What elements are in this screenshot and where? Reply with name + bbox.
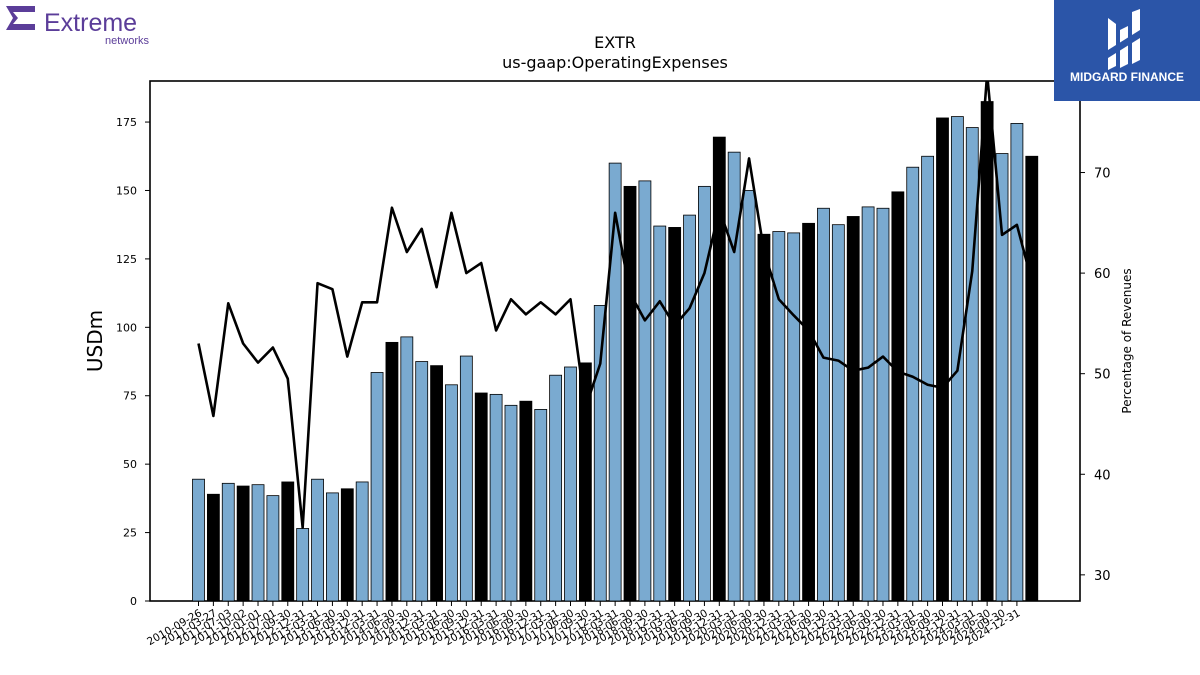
bar-quarter xyxy=(831,224,845,602)
y-tick-label: 125 xyxy=(116,253,137,266)
bar-quarter xyxy=(489,393,503,602)
right-axis: 30 40 50 60 70 xyxy=(1080,167,1111,584)
bar-quarter xyxy=(400,336,414,602)
left-axis: 0 25 50 75 100 125 150 175 xyxy=(116,116,150,608)
midgard-wordmark: MIDGARD FINANCE xyxy=(1070,70,1184,84)
bar-annual xyxy=(980,101,994,602)
bar-annual xyxy=(936,117,949,602)
bar-annual xyxy=(430,365,443,602)
y-tick-label: 50 xyxy=(123,458,137,471)
bar-quarter xyxy=(861,206,875,602)
bar-quarter xyxy=(683,214,696,602)
y-tick-label: 0 xyxy=(130,595,137,608)
y-tick-label: 25 xyxy=(123,527,137,540)
bar-quarter xyxy=(742,190,756,602)
bar-annual xyxy=(385,341,399,602)
midgard-mark-icon xyxy=(1108,9,1140,70)
y-tick-label: 175 xyxy=(116,116,137,129)
bar-annual xyxy=(519,400,533,602)
bar-quarter xyxy=(355,481,369,602)
brand-sub: networks xyxy=(105,35,150,47)
bar-annual xyxy=(891,191,905,602)
bar-quarter xyxy=(266,495,280,602)
midgard-finance-logo: MIDGARD FINANCE xyxy=(1054,0,1200,101)
bar-annual xyxy=(474,392,488,602)
bar-quarter xyxy=(817,207,830,602)
y-tick-label: 75 xyxy=(123,390,137,403)
y2-tick-label: 40 xyxy=(1094,468,1111,483)
bar-annual xyxy=(1025,155,1039,602)
bar-annual xyxy=(206,493,220,602)
bar-quarter xyxy=(564,366,577,602)
bar-annual xyxy=(236,485,250,602)
bar-quarter xyxy=(504,404,518,602)
y-axis-label: USDm xyxy=(83,310,107,372)
bar-annual xyxy=(846,216,860,602)
bar-quarter xyxy=(251,484,265,602)
x-axis: 2010-09-262011-03-272011-07-032011-10-02… xyxy=(145,601,1022,648)
y2-tick-label: 50 xyxy=(1094,368,1111,383)
bar-annual xyxy=(281,481,295,602)
bar-series xyxy=(192,101,1039,602)
chart-subtitle: us-gaap:OperatingExpenses xyxy=(502,53,728,72)
chart-title: EXTR xyxy=(594,33,636,52)
bar-quarter xyxy=(698,185,711,602)
bar-quarter xyxy=(296,528,310,602)
bar-annual xyxy=(712,136,726,602)
bar-quarter xyxy=(459,355,473,602)
bar-quarter xyxy=(311,478,324,602)
bar-quarter xyxy=(876,207,890,602)
bar-annual xyxy=(668,227,682,602)
y-tick-label: 100 xyxy=(116,321,137,334)
bar-quarter xyxy=(593,305,607,602)
bar-annual xyxy=(340,488,354,602)
y-tick-label: 150 xyxy=(116,184,137,197)
brand-name: Extreme xyxy=(44,9,137,37)
y2-tick-label: 70 xyxy=(1094,167,1111,182)
bar-quarter xyxy=(221,482,235,602)
bar-quarter xyxy=(787,232,801,602)
bar-quarter xyxy=(1010,123,1024,602)
bar-annual xyxy=(623,185,637,602)
bar-annual xyxy=(757,233,771,602)
pct-line-series xyxy=(197,81,1034,529)
bar-quarter xyxy=(653,225,667,602)
bar-quarter xyxy=(950,116,964,602)
bar-quarter xyxy=(906,166,920,602)
y2-tick-label: 60 xyxy=(1094,267,1111,282)
bar-quarter xyxy=(921,155,935,602)
y2-tick-label: 30 xyxy=(1094,569,1111,584)
bar-quarter xyxy=(445,384,458,602)
bar-quarter xyxy=(415,361,429,602)
bar-quarter xyxy=(370,372,384,602)
bar-quarter xyxy=(534,409,548,602)
y2-axis-label: Percentage of Revenues xyxy=(1120,268,1134,413)
extreme-networks-logo: Extreme networks xyxy=(4,4,174,48)
bar-quarter xyxy=(326,492,339,602)
bar-annual xyxy=(802,222,815,602)
bar-quarter xyxy=(192,478,205,602)
bar-quarter xyxy=(549,374,563,602)
bar-quarter xyxy=(995,153,1009,602)
pct-of-revenues-line xyxy=(197,81,1034,529)
extreme-mark-icon xyxy=(6,6,35,30)
bar-quarter xyxy=(638,180,652,602)
